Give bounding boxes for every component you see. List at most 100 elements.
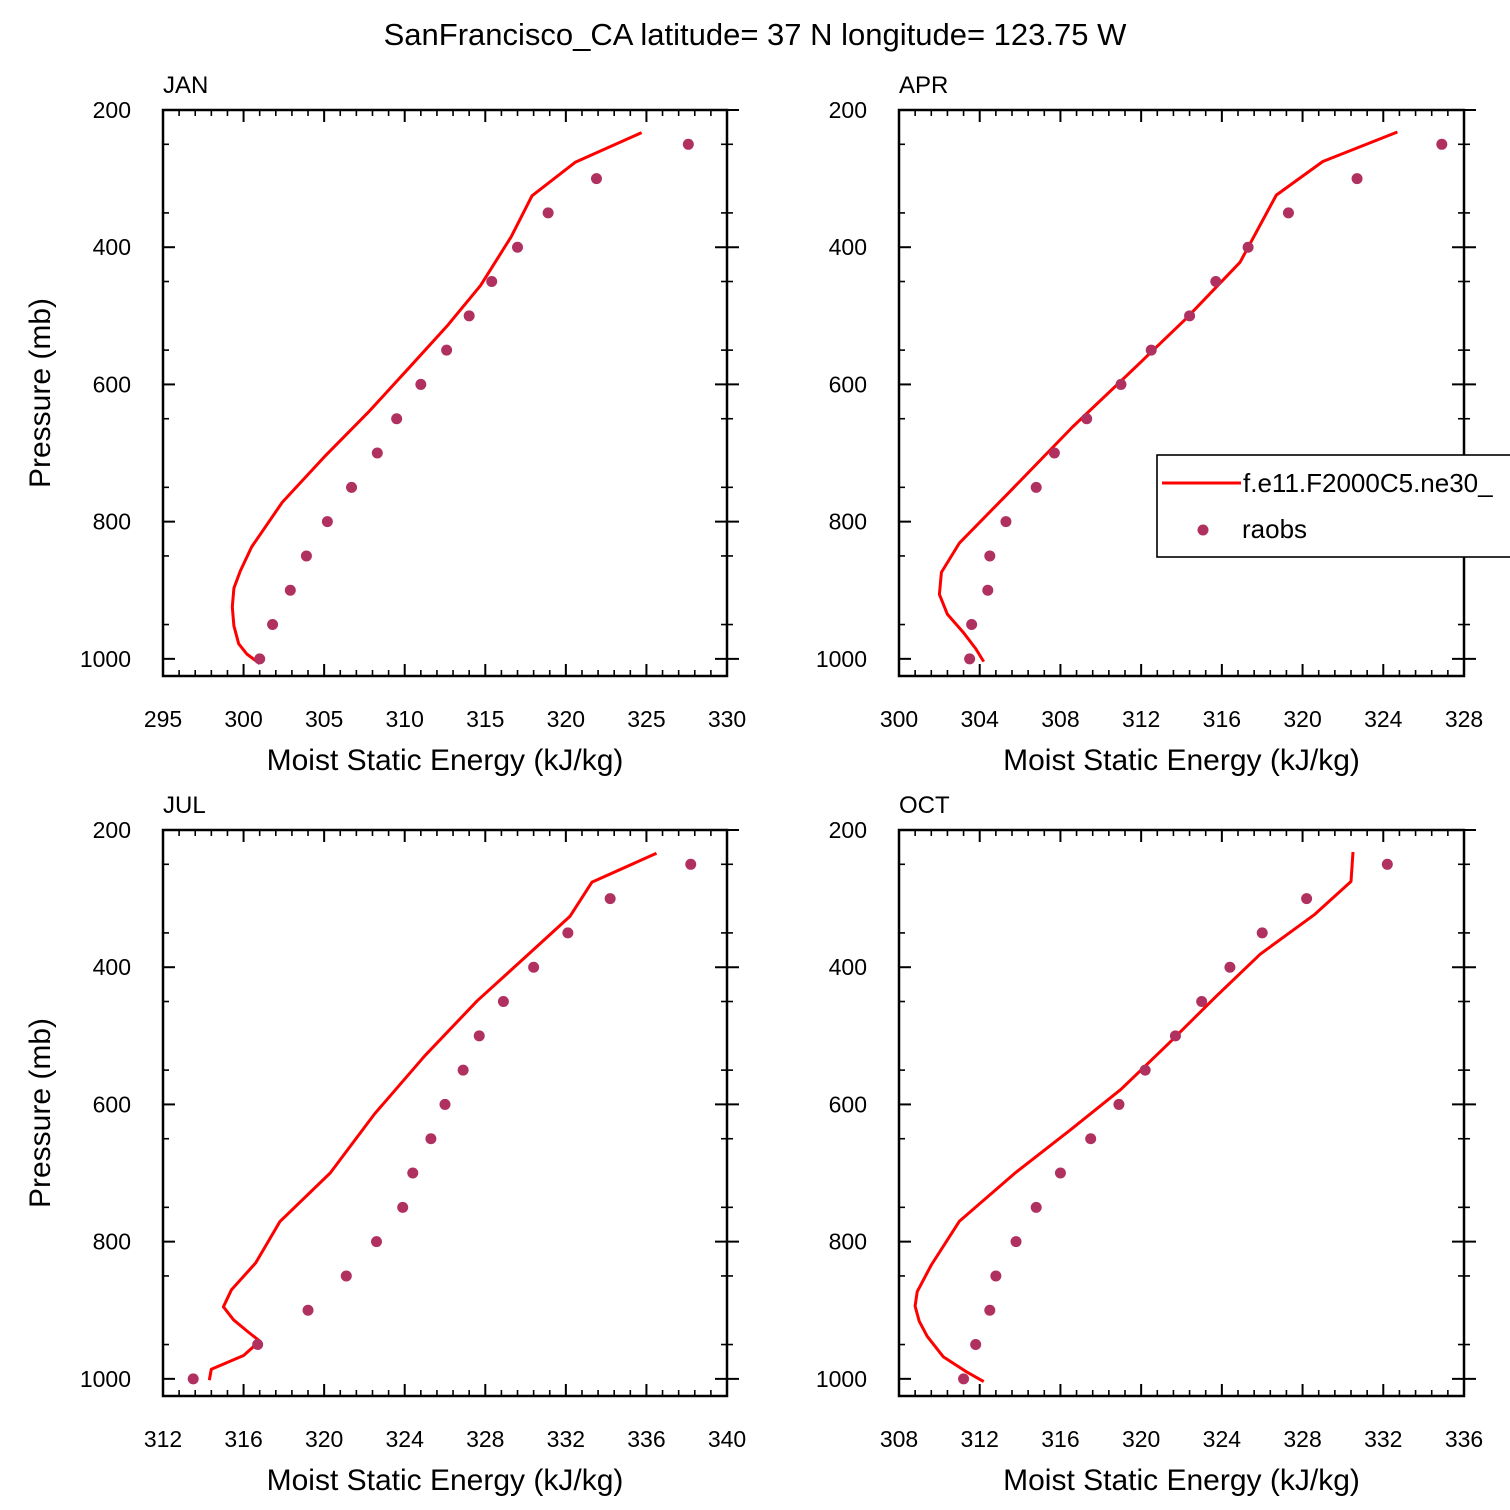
raobs-point	[1030, 481, 1042, 493]
raobs-point	[407, 1167, 419, 1179]
panels: JAN 295 300 305 310 315 320 325 330 200 400 600 800 1…	[24, 72, 1483, 1497]
raobs-point	[966, 619, 978, 631]
x-tick-label: 325	[627, 706, 665, 732]
raobs-point	[1081, 413, 1093, 425]
raobs-point	[1224, 961, 1236, 973]
plot-frame	[161, 108, 729, 678]
raobs-point	[463, 310, 475, 322]
model-line	[207, 851, 658, 1381]
legend-marker-swatch	[1197, 524, 1209, 536]
legend-label-model: f.e11.F2000C5.ne30_	[1243, 468, 1493, 498]
raobs-point	[391, 413, 403, 425]
raobs-point	[990, 1270, 1002, 1282]
x-axis-label: Moist Static Energy (kJ/kg)	[1003, 1464, 1360, 1497]
x-tick-label: 328	[466, 1426, 504, 1452]
panel-label: JAN	[163, 72, 208, 99]
x-tick-label: 320	[1122, 1426, 1160, 1452]
y-tick-label: 1000	[816, 646, 867, 672]
x-tick-label: 312	[961, 1426, 999, 1452]
raobs-point	[1139, 1064, 1151, 1076]
y-tick-label: 1000	[80, 646, 131, 672]
x-tick-label: 336	[627, 1426, 665, 1452]
raobs-point	[346, 481, 358, 493]
plot-frame	[161, 828, 729, 1398]
raobs-point	[425, 1133, 437, 1145]
raobs-point	[1282, 207, 1294, 219]
y-axis-label: Pressure (mb)	[24, 1018, 57, 1208]
raobs-point	[528, 961, 540, 973]
x-tick-label: 308	[1041, 706, 1079, 732]
raobs-point	[958, 1373, 970, 1385]
y-tick-label: 800	[93, 509, 131, 535]
panel-jan: JAN 295 300 305 310 315 320 325 330 200 400 600 800 1…	[24, 72, 746, 777]
raobs-point	[970, 1339, 982, 1351]
raobs-point	[439, 1098, 451, 1110]
raobs-point	[1054, 1167, 1066, 1179]
x-tick-label: 324	[1203, 1426, 1242, 1452]
plot-frame	[897, 828, 1466, 1398]
y-tick-label: 400	[93, 954, 131, 980]
panel-jul: JUL 312 316 320 324 328 332 336 340 200 400 600 800 1…	[24, 792, 746, 1497]
x-tick-label: 315	[466, 706, 504, 732]
raobs-point	[415, 378, 427, 390]
x-tick-label: 304	[961, 706, 1000, 732]
raobs-point	[1436, 138, 1448, 150]
raobs-point	[1210, 276, 1222, 288]
x-tick-label: 330	[708, 706, 746, 732]
y-tick-label: 600	[829, 1091, 867, 1117]
y-tick-label: 400	[93, 234, 131, 260]
x-tick-label: 328	[1445, 706, 1483, 732]
raobs-point	[1115, 378, 1127, 390]
raobs-point	[497, 996, 509, 1008]
x-tick-label: 316	[1041, 1426, 1079, 1452]
x-tick-label: 312	[1122, 706, 1160, 732]
y-tick-label: 1000	[816, 1366, 867, 1392]
panel-apr: APR 300 304 308 312 316 320 324 328 200 400 600 800 1…	[816, 72, 1483, 777]
x-axis-label: Moist Static Energy (kJ/kg)	[1003, 744, 1360, 777]
x-axis-label: Moist Static Energy (kJ/kg)	[267, 1464, 624, 1497]
plot-frame	[897, 108, 1466, 678]
x-tick-label: 310	[386, 706, 424, 732]
x-tick-label: 324	[1364, 706, 1403, 732]
y-axis-label: Pressure (mb)	[24, 298, 57, 488]
raobs-point	[1000, 516, 1012, 528]
y-tick-label: 200	[829, 817, 867, 843]
x-tick-label: 324	[386, 1426, 425, 1452]
legend-label-raobs: raobs	[1242, 514, 1307, 544]
x-tick-label: 320	[305, 1426, 343, 1452]
x-tick-label: 320	[547, 706, 585, 732]
raobs-point	[604, 893, 616, 905]
raobs-point	[562, 927, 574, 939]
raobs-point	[1048, 447, 1060, 459]
raobs-point	[302, 1304, 314, 1316]
y-tick-label: 600	[93, 1091, 131, 1117]
raobs-point	[441, 344, 453, 356]
x-axis-label: Moist Static Energy (kJ/kg)	[267, 744, 624, 777]
raobs-point	[1169, 1030, 1181, 1042]
raobs-point	[340, 1270, 352, 1282]
raobs-point	[254, 653, 266, 665]
y-tick-label: 800	[829, 1229, 867, 1255]
raobs-point	[984, 550, 996, 562]
y-tick-label: 200	[93, 817, 131, 843]
x-tick-label: 316	[224, 1426, 262, 1452]
y-tick-label: 600	[829, 371, 867, 397]
model-line	[230, 131, 643, 665]
x-tick-label: 295	[144, 706, 182, 732]
raobs-point	[1085, 1133, 1097, 1145]
x-tick-label: 332	[547, 1426, 585, 1452]
raobs-point	[1030, 1201, 1042, 1213]
raobs-point	[1301, 893, 1313, 905]
model-line	[913, 851, 1355, 1383]
x-tick-label: 340	[708, 1426, 746, 1452]
raobs-point	[1145, 344, 1157, 356]
y-tick-label: 600	[93, 371, 131, 397]
x-tick-label: 300	[880, 706, 918, 732]
model-line	[937, 130, 1398, 663]
raobs-point	[486, 276, 498, 288]
x-tick-label: 332	[1364, 1426, 1402, 1452]
x-tick-label: 328	[1283, 1426, 1321, 1452]
y-tick-label: 400	[829, 954, 867, 980]
raobs-point	[371, 447, 383, 459]
